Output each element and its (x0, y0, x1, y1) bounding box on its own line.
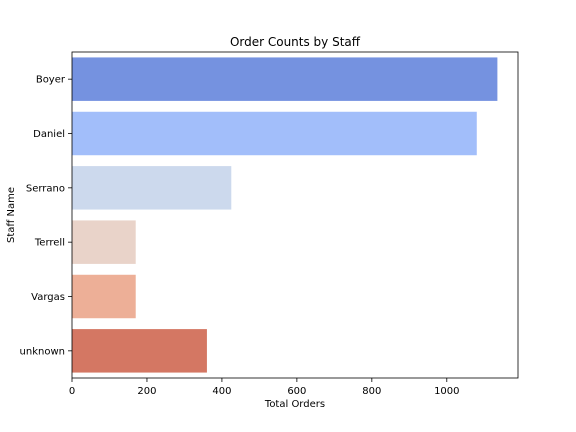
x-tick-label: 1000 (434, 386, 459, 397)
bar-boyer (72, 57, 498, 101)
x-axis-label: Total Orders (264, 399, 325, 410)
y-tick-label: Terrell (34, 238, 65, 249)
chart-title: Order Counts by Staff (230, 35, 361, 49)
x-tick-label: 200 (137, 386, 156, 397)
y-ticks: Boyer Daniel Serrano Terrell Vargas unknown (20, 75, 72, 357)
bar-daniel (72, 111, 477, 156)
y-axis-label: Staff Name (6, 187, 17, 243)
y-tick-label: unknown (20, 346, 65, 357)
bar-terrell (72, 220, 136, 264)
bars-layer (72, 57, 498, 373)
bar-vargas (72, 274, 136, 319)
x-tick-label: 600 (287, 386, 306, 397)
y-tick-label: Boyer (36, 75, 66, 86)
y-tick-label: Serrano (26, 183, 65, 194)
x-tick-label: 0 (69, 386, 75, 397)
x-tick-label: 800 (362, 386, 381, 397)
bar-serrano (72, 166, 232, 210)
bar-unknown (72, 329, 207, 373)
plot-frame (71, 51, 519, 379)
x-ticks: 0 200 400 600 800 1000 (69, 378, 460, 397)
y-tick-label: Vargas (31, 292, 65, 303)
x-tick-label: 400 (212, 386, 231, 397)
y-tick-label: Daniel (33, 129, 65, 140)
